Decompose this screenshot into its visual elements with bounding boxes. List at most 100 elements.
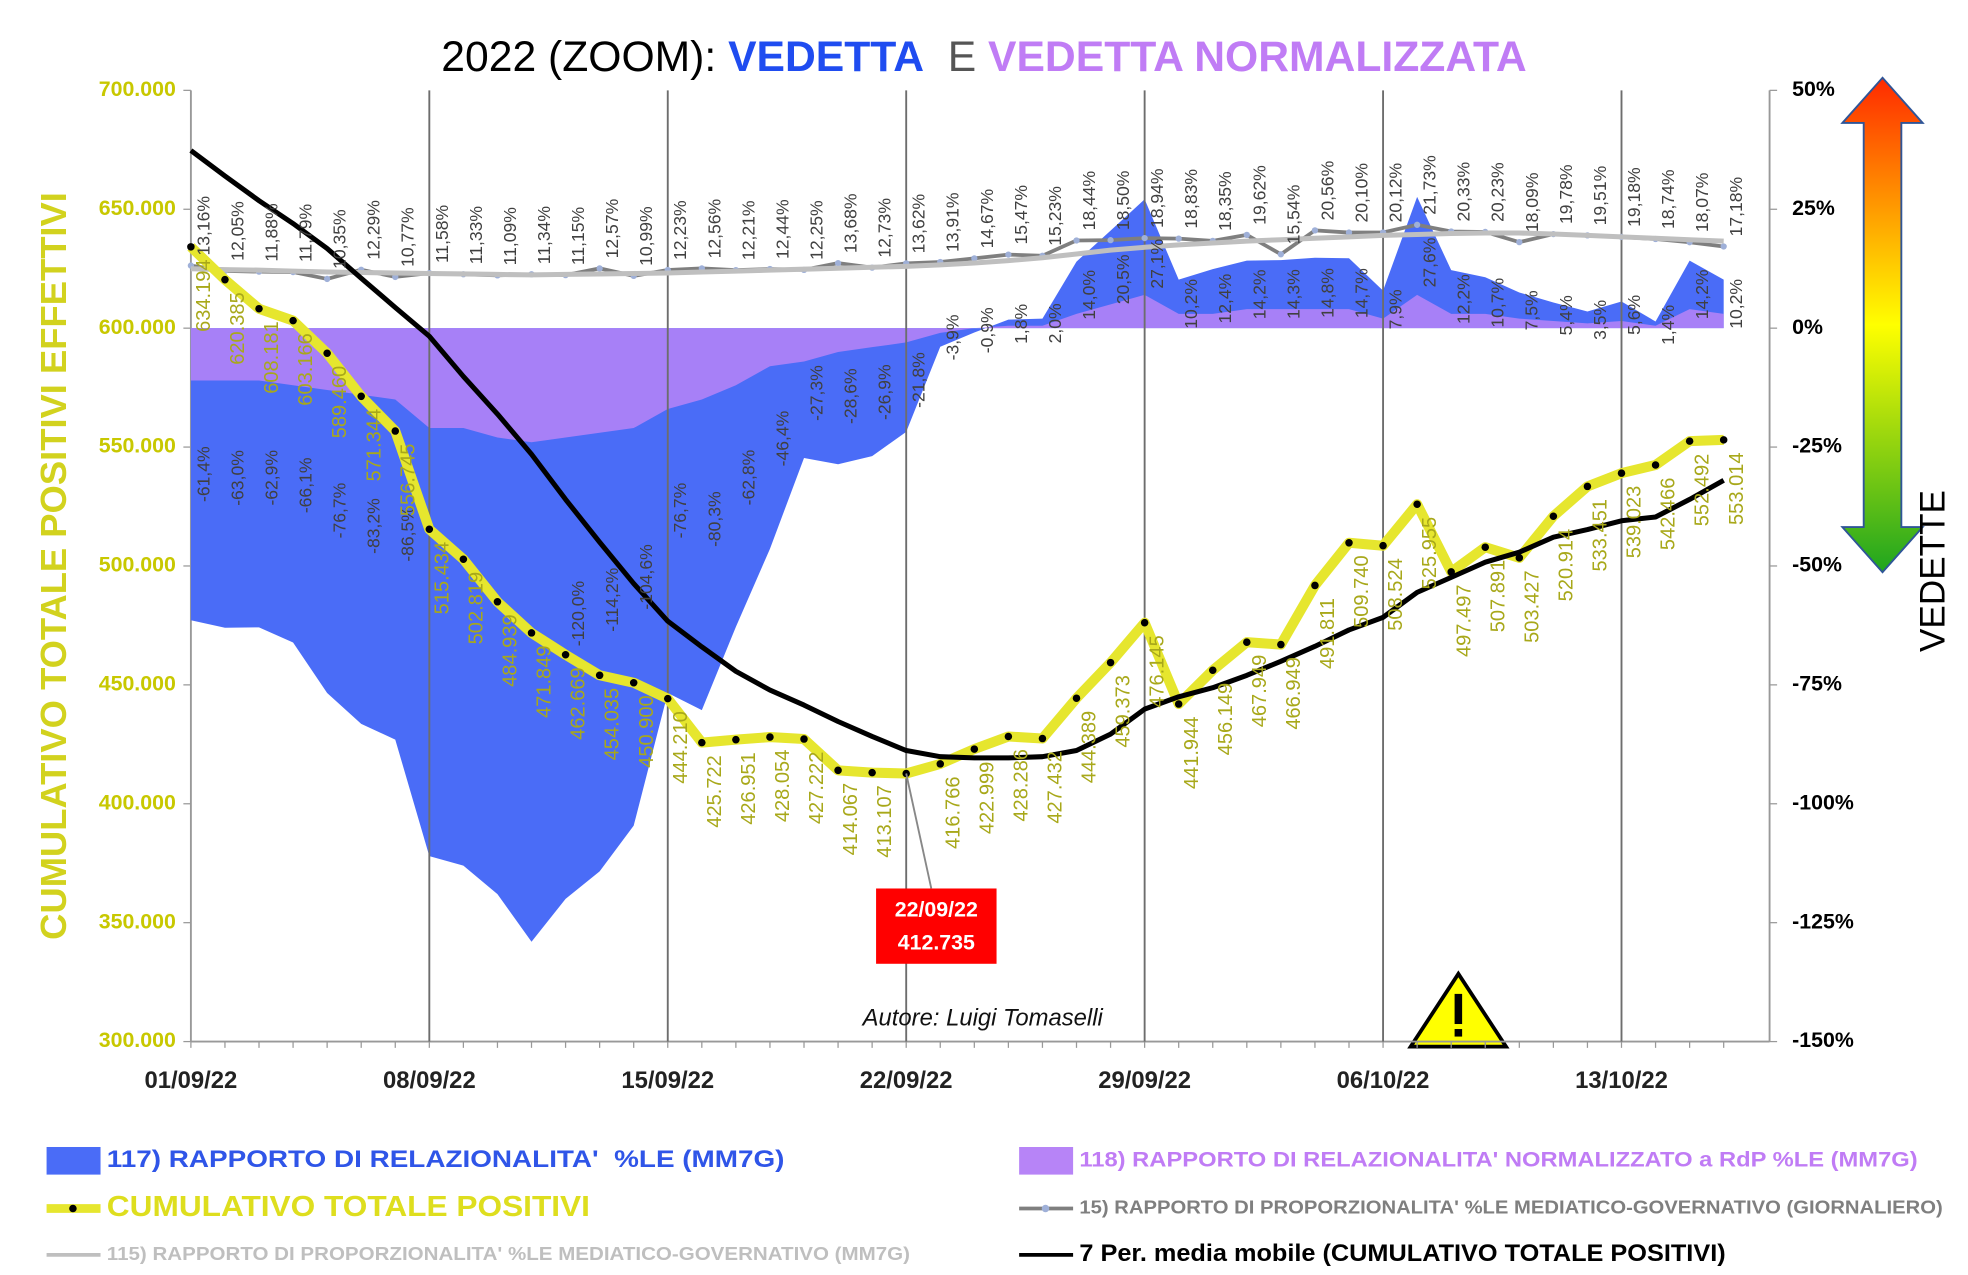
data-label: -21,8% bbox=[909, 352, 929, 408]
data-label: 539.023 bbox=[1624, 486, 1646, 559]
point bbox=[459, 555, 468, 564]
legend-swatch bbox=[46, 1146, 101, 1175]
data-label: 18,35% bbox=[1215, 171, 1235, 231]
y2-tick-label: -50% bbox=[1792, 553, 1842, 577]
data-label: 17,18% bbox=[1726, 177, 1746, 237]
data-label: 11,15% bbox=[568, 207, 588, 265]
data-label: 5,4% bbox=[1556, 295, 1576, 335]
data-label: 520.914 bbox=[1555, 529, 1577, 602]
point bbox=[595, 671, 604, 680]
point bbox=[1073, 237, 1080, 244]
data-label: -86,5% bbox=[398, 506, 418, 562]
point bbox=[1379, 541, 1387, 550]
y2-tick-label: -75% bbox=[1792, 672, 1842, 696]
point bbox=[1038, 734, 1047, 743]
point bbox=[1311, 581, 1319, 590]
data-label: 18,74% bbox=[1658, 169, 1678, 229]
data-label: 18,94% bbox=[1147, 169, 1167, 229]
data-label: 15,54% bbox=[1283, 185, 1303, 245]
grid bbox=[428, 90, 1623, 1042]
data-label: 12,2% bbox=[1454, 274, 1474, 324]
title-part: VEDETTA NORMALIZZATA bbox=[988, 34, 1527, 82]
data-label: 11,34% bbox=[534, 206, 554, 264]
x-tick-label: 01/09/22 bbox=[145, 1067, 238, 1094]
y-axis-label: CUMULATIVO TOTALE POSITIVI EFFETTIVI bbox=[33, 192, 74, 940]
x-tick-label: 06/10/22 bbox=[1337, 1067, 1430, 1094]
y-tick-label: 450.000 bbox=[99, 672, 176, 696]
data-label: -76,7% bbox=[670, 483, 690, 539]
data-label: 1,4% bbox=[1658, 305, 1678, 345]
data-label: 10,2% bbox=[1726, 279, 1746, 329]
author-note: Autore: Luigi Tomaselli bbox=[861, 1004, 1104, 1031]
data-label: 13,91% bbox=[943, 192, 963, 252]
data-label: 13,62% bbox=[909, 194, 929, 254]
legend-label: 117) RAPPORTO DI RELAZIONALITA' %LE (MM7… bbox=[107, 1146, 785, 1173]
data-label: -3,9% bbox=[943, 315, 963, 361]
data-label: 552.492 bbox=[1692, 454, 1714, 527]
legend-marker bbox=[1041, 1204, 1050, 1213]
data-label: 3,5% bbox=[1590, 300, 1610, 340]
data-label: 634.194 bbox=[193, 259, 215, 332]
data-label: 462.669 bbox=[568, 667, 590, 740]
data-label: -83,2% bbox=[364, 498, 384, 554]
data-label: 18,83% bbox=[1181, 169, 1201, 229]
point bbox=[1277, 640, 1285, 649]
point bbox=[1685, 437, 1694, 445]
point bbox=[255, 304, 263, 313]
point bbox=[425, 525, 434, 534]
x-tick-label: 22/09/22 bbox=[860, 1067, 953, 1094]
y2-tick-label: 25% bbox=[1792, 196, 1835, 220]
data-label: 459.373 bbox=[1113, 675, 1135, 748]
point bbox=[561, 650, 570, 659]
point bbox=[357, 392, 365, 401]
data-label: 608.181 bbox=[261, 321, 283, 394]
data-label: 454.035 bbox=[602, 688, 624, 761]
legend-swatch bbox=[1019, 1146, 1074, 1175]
data-label: 11,58% bbox=[432, 205, 452, 263]
data-label: 12,57% bbox=[602, 199, 622, 259]
data-label: -66,1% bbox=[296, 458, 316, 514]
y-tick-label: 400.000 bbox=[99, 790, 176, 814]
y2-axis-label: VEDETTE bbox=[1914, 490, 1953, 652]
data-label: 2,0% bbox=[1045, 303, 1065, 343]
point bbox=[1277, 251, 1285, 258]
y2-tick-label: 50% bbox=[1792, 77, 1835, 101]
data-label: 1,8% bbox=[1011, 304, 1031, 344]
chart-title: 2022 (ZOOM): VEDETTA E VEDETTA NORMALIZZ… bbox=[441, 34, 1526, 82]
point bbox=[289, 316, 297, 325]
data-label: 14,2% bbox=[1692, 270, 1712, 320]
point bbox=[1107, 237, 1114, 244]
data-label: 589.460 bbox=[329, 366, 351, 439]
data-label: 507.891 bbox=[1487, 560, 1509, 633]
y-tick-label: 300.000 bbox=[99, 1028, 176, 1052]
data-label: -0,9% bbox=[977, 307, 997, 353]
y2-tick-label: -125% bbox=[1792, 909, 1854, 933]
data-label: 20,12% bbox=[1386, 163, 1406, 223]
data-label: 428.054 bbox=[772, 750, 794, 823]
point bbox=[663, 694, 672, 703]
point bbox=[868, 768, 876, 777]
series bbox=[189, 148, 1725, 761]
data-label: 10,35% bbox=[330, 209, 350, 269]
legend-label: CUMULATIVO TOTALE POSITIVI bbox=[107, 1191, 590, 1223]
point bbox=[1106, 658, 1115, 667]
annotation-text: 412.735 bbox=[898, 930, 975, 954]
y2-tick-label: -150% bbox=[1792, 1028, 1854, 1052]
data-label: 14,67% bbox=[977, 189, 997, 249]
data-label: 18,50% bbox=[1113, 171, 1133, 231]
data-label: 620.385 bbox=[227, 292, 249, 365]
line bbox=[189, 148, 1725, 761]
point bbox=[187, 243, 195, 251]
data-label: -46,4% bbox=[772, 411, 792, 467]
data-label: 525.955 bbox=[1419, 517, 1441, 590]
data-label: 471.849 bbox=[534, 645, 556, 718]
point bbox=[732, 735, 740, 744]
point bbox=[221, 275, 229, 284]
data-label: 13,68% bbox=[841, 194, 861, 254]
data-label: 476.145 bbox=[1147, 635, 1169, 708]
point bbox=[834, 766, 842, 775]
data-label: 20,23% bbox=[1488, 162, 1508, 222]
data-label: 12,05% bbox=[227, 201, 247, 261]
point bbox=[1208, 666, 1217, 675]
point bbox=[1243, 638, 1251, 646]
